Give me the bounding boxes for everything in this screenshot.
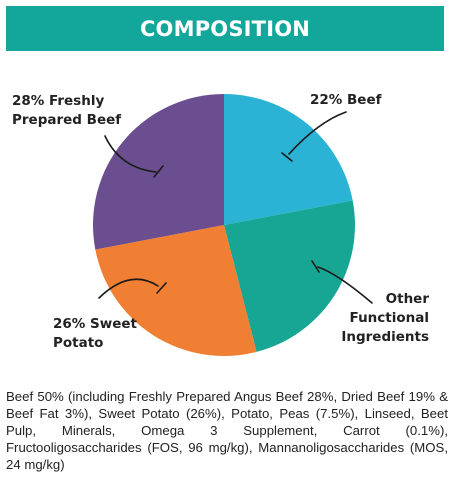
pointer-arrow — [98, 278, 159, 299]
pointer-arrow — [288, 111, 347, 155]
pie-slice — [95, 225, 257, 356]
pointer-arrowhead — [281, 152, 293, 162]
slice-label: 28% Freshly Prepared Beef — [12, 93, 121, 128]
slice-label: 22% Beef — [310, 92, 382, 108]
pointer-arrowhead — [311, 260, 320, 273]
slice-label: Other Functional Ingredients — [341, 291, 429, 345]
composition-pie-chart: 22% Beef Other Functional Ingredients 26% Sw… — [12, 92, 429, 356]
pie-slice — [224, 94, 353, 225]
ingredients-text: Beef 50% (including Freshly Prepared Ang… — [6, 389, 448, 472]
slice-label: 26% Sweet Potato — [53, 316, 138, 351]
pointer-arrow — [317, 266, 373, 304]
composition-banner: COMPOSITION — [6, 6, 444, 51]
pointer-arrowhead — [153, 165, 164, 178]
pie-slice — [224, 200, 356, 352]
pointer-arrowhead — [156, 282, 167, 294]
pointer-arrow — [104, 135, 157, 173]
page-title: COMPOSITION — [139, 16, 311, 41]
